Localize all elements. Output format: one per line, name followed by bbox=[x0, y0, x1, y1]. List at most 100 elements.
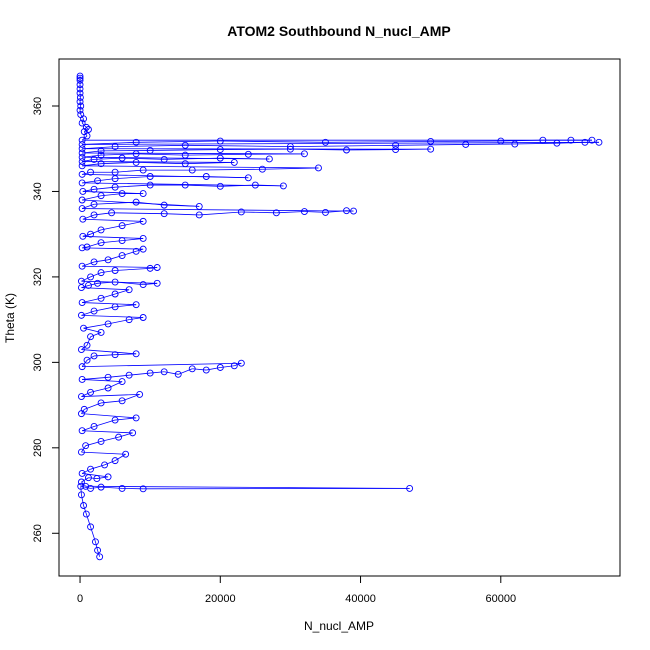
data-point bbox=[230, 158, 238, 166]
data-point bbox=[78, 158, 86, 165]
data-point bbox=[139, 166, 147, 174]
x-tick-label: 20000 bbox=[205, 593, 236, 605]
data-point bbox=[111, 290, 119, 298]
data-point bbox=[79, 215, 87, 223]
series-line-segment bbox=[83, 323, 109, 329]
data-point bbox=[78, 262, 86, 270]
series-line-segment bbox=[88, 477, 97, 479]
series-line-segment bbox=[115, 184, 151, 188]
data-point bbox=[78, 179, 86, 187]
x-tick-label: 0 bbox=[77, 593, 83, 605]
data-point bbox=[111, 416, 119, 424]
y-tick-label: 320 bbox=[32, 268, 44, 286]
data-point bbox=[125, 286, 133, 294]
series-line-segment bbox=[206, 367, 221, 371]
series-line-segment bbox=[136, 153, 186, 156]
series-line-segment bbox=[82, 302, 137, 306]
data-point bbox=[83, 243, 91, 251]
data-point bbox=[94, 546, 102, 554]
data-point bbox=[104, 256, 112, 264]
series-line-segment bbox=[79, 110, 82, 115]
series-line-segment bbox=[122, 157, 165, 160]
series-line-segment bbox=[81, 349, 137, 355]
data-point bbox=[202, 173, 210, 180]
data-point bbox=[85, 126, 92, 133]
data-point bbox=[216, 146, 224, 154]
y-tick-label: 340 bbox=[32, 182, 44, 200]
series-line-segment bbox=[185, 184, 221, 187]
series-line-segment bbox=[82, 379, 123, 382]
data-point bbox=[181, 181, 189, 189]
data-point bbox=[87, 388, 95, 396]
data-point bbox=[97, 269, 105, 277]
series-line-segment bbox=[192, 368, 207, 371]
y-tick-label: 260 bbox=[32, 524, 44, 542]
series-line-segment bbox=[82, 156, 270, 160]
data-point bbox=[322, 208, 329, 216]
data-point bbox=[539, 136, 547, 144]
series-line-segment bbox=[220, 140, 326, 143]
data-point bbox=[146, 369, 154, 377]
series-line-segment bbox=[115, 144, 186, 147]
series-line-segment bbox=[90, 229, 102, 235]
data-point bbox=[132, 414, 140, 422]
series-line-segment bbox=[94, 354, 116, 357]
data-point bbox=[181, 141, 189, 149]
series-line-segment bbox=[104, 460, 116, 466]
data-point bbox=[92, 538, 99, 546]
series-line-segment bbox=[81, 409, 85, 414]
data-point bbox=[87, 273, 95, 281]
series-line-segment bbox=[108, 374, 130, 378]
series-line-segment bbox=[82, 376, 109, 380]
series-line-segment bbox=[81, 413, 137, 419]
data-point bbox=[195, 202, 203, 210]
data-point bbox=[78, 149, 86, 157]
series-line-segment bbox=[86, 127, 89, 130]
data-point bbox=[82, 510, 90, 518]
data-point bbox=[78, 205, 86, 212]
data-point bbox=[258, 165, 266, 173]
data-point bbox=[111, 267, 119, 274]
data-point bbox=[279, 182, 287, 190]
data-point bbox=[77, 111, 85, 118]
series-line-segment bbox=[82, 161, 235, 163]
series-line-segment bbox=[90, 464, 105, 470]
data-point bbox=[77, 478, 85, 486]
data-point bbox=[79, 232, 87, 240]
data-point bbox=[272, 209, 280, 217]
data-point bbox=[111, 168, 119, 176]
data-point bbox=[216, 364, 224, 371]
data-point bbox=[87, 465, 95, 473]
data-point bbox=[286, 145, 294, 153]
series-line-segment bbox=[111, 212, 165, 215]
data-point bbox=[139, 245, 147, 253]
series-line-segment bbox=[83, 131, 88, 137]
series-line-segment bbox=[107, 255, 123, 261]
series-line-segment bbox=[82, 203, 95, 209]
data-point bbox=[111, 351, 119, 359]
data-point bbox=[300, 150, 308, 158]
data-point bbox=[97, 239, 105, 247]
data-point bbox=[153, 264, 161, 271]
data-point bbox=[343, 146, 350, 154]
data-point bbox=[392, 141, 400, 149]
data-point bbox=[111, 143, 119, 151]
data-point bbox=[77, 277, 85, 285]
data-point bbox=[115, 433, 123, 441]
data-point bbox=[90, 352, 98, 360]
series-line-segment bbox=[90, 486, 102, 489]
data-point bbox=[146, 264, 154, 272]
data-point bbox=[80, 324, 87, 332]
series-line-segment bbox=[94, 186, 116, 190]
data-point bbox=[85, 282, 92, 289]
data-point bbox=[97, 329, 105, 336]
data-point bbox=[77, 491, 85, 499]
data-point bbox=[230, 362, 238, 370]
series-line-segment bbox=[185, 144, 291, 147]
data-point bbox=[146, 146, 154, 154]
data-point bbox=[132, 301, 140, 309]
data-point bbox=[97, 437, 105, 445]
data-point bbox=[78, 376, 86, 383]
data-point bbox=[97, 160, 105, 168]
series-line-segment bbox=[86, 355, 95, 361]
